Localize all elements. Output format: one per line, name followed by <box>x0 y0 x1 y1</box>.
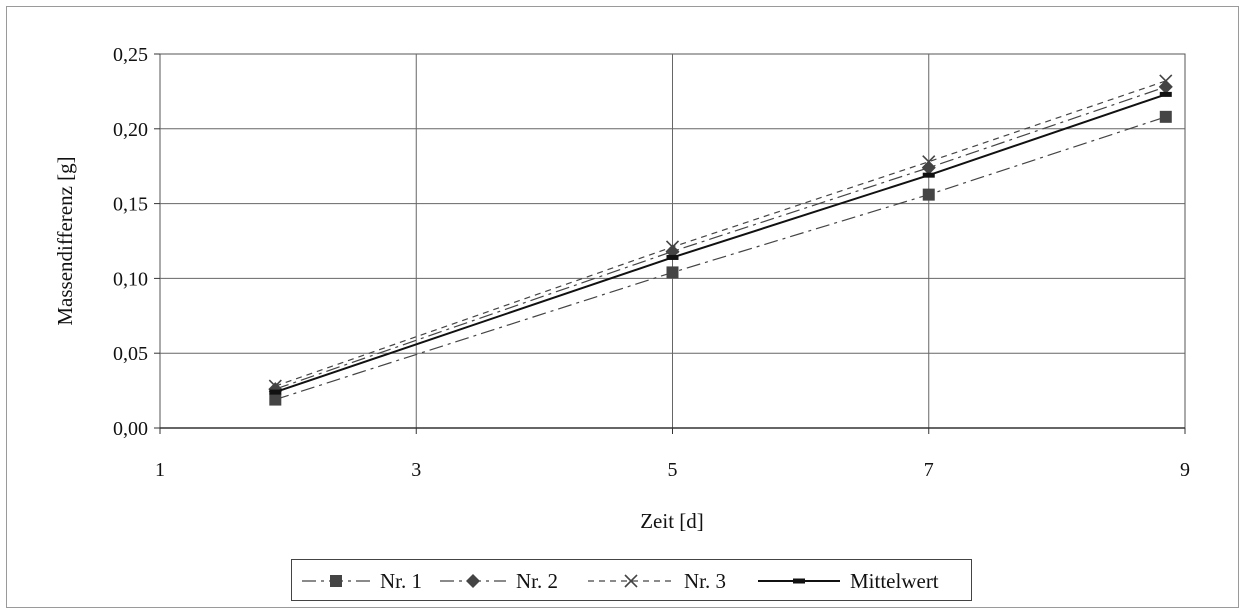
legend-item: Mittelwert <box>758 569 939 593</box>
y-tick-label: 0,20 <box>113 119 148 141</box>
x-tick-label: 1 <box>155 459 165 481</box>
x-tick-label: 3 <box>411 459 421 481</box>
marker-square <box>666 266 679 279</box>
x-axis-title: Zeit [d] <box>640 509 704 533</box>
legend-label: Nr. 3 <box>684 569 726 593</box>
y-axis-title: Massendifferenz [g] <box>53 156 77 325</box>
legend: Nr. 1 Nr. 2 Nr. 3 Mittelwert <box>291 559 972 601</box>
marker-square <box>269 393 282 406</box>
marker-square <box>922 188 935 201</box>
y-tick-label: 0,00 <box>113 418 148 440</box>
marker-x <box>922 155 936 169</box>
y-tick-label: 0,25 <box>113 44 148 66</box>
marker-dash <box>1159 91 1172 97</box>
series-line <box>275 116 1166 401</box>
legend-label: Nr. 1 <box>380 569 422 593</box>
y-tick-labels: 0,00 0,05 0,10 0,15 0,20 0,25 <box>113 44 148 440</box>
y-tick-label: 0,15 <box>113 194 148 216</box>
y-tick-label: 0,10 <box>113 268 148 290</box>
x-tick-label: 5 <box>668 459 678 481</box>
axes <box>154 53 1186 434</box>
marker-x <box>624 574 638 588</box>
x-tick-labels: 1 3 5 7 9 <box>155 459 1190 481</box>
legend-label: Mittelwert <box>850 569 939 593</box>
series-mittelwert <box>269 91 1172 395</box>
marker-dash <box>269 389 282 395</box>
marker-x <box>1159 74 1173 88</box>
legend-label: Nr. 2 <box>516 569 558 593</box>
marker-diamond <box>466 574 480 588</box>
marker-x <box>665 240 680 254</box>
series-group <box>268 74 1173 406</box>
x-tick-label: 9 <box>1180 459 1190 481</box>
series-line <box>275 86 1166 390</box>
legend-item: Nr. 2 <box>440 569 558 593</box>
legend-item: Nr. 1 <box>302 569 422 593</box>
marker-square <box>1159 110 1172 123</box>
series-line <box>275 80 1166 387</box>
series-line <box>274 93 1167 394</box>
x-tick-label: 7 <box>924 459 934 481</box>
marker-dash <box>922 172 935 178</box>
marker-dash <box>793 578 805 584</box>
legend-item: Nr. 3 <box>588 569 726 593</box>
marker-dash <box>666 254 679 260</box>
marker-square <box>330 575 342 587</box>
series-nr-3 <box>268 74 1173 393</box>
legend-items: Nr. 1 Nr. 2 Nr. 3 Mittelwert <box>302 569 939 593</box>
y-tick-label: 0,05 <box>113 343 148 365</box>
series-nr-1 <box>269 110 1172 406</box>
